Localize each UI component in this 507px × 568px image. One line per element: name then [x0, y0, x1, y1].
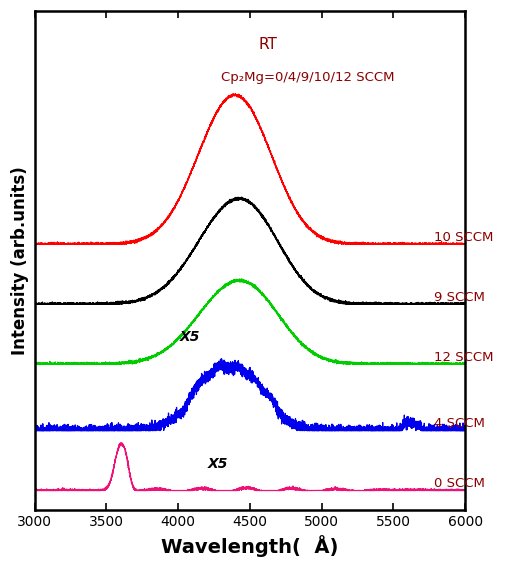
Text: Cp₂Mg=0/4/9/10/12 SCCM: Cp₂Mg=0/4/9/10/12 SCCM: [221, 71, 395, 84]
Text: 4 SCCM: 4 SCCM: [433, 417, 485, 431]
Text: X5: X5: [208, 457, 229, 471]
Text: 0 SCCM: 0 SCCM: [433, 477, 485, 490]
X-axis label: Wavelength(  Å): Wavelength( Å): [161, 535, 339, 557]
Text: 12 SCCM: 12 SCCM: [433, 351, 493, 364]
Text: RT: RT: [259, 37, 277, 52]
Text: 10 SCCM: 10 SCCM: [433, 231, 493, 244]
Text: X5: X5: [179, 331, 200, 344]
Text: 9 SCCM: 9 SCCM: [433, 291, 485, 304]
Y-axis label: Intensity (arb.units): Intensity (arb.units): [11, 166, 29, 355]
